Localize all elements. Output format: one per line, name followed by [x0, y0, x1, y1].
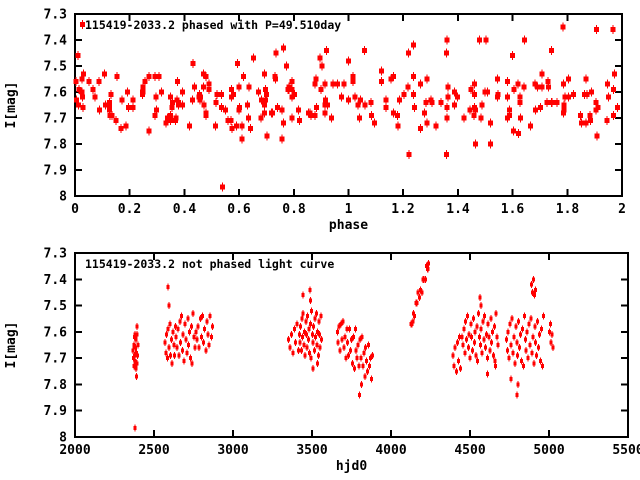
plot-title: 115419-2033.2 phased with P=49.510day — [85, 18, 341, 32]
y-tick-label: 7.5 — [44, 299, 67, 314]
x-tick-label: 4500 — [454, 443, 485, 458]
y-tick-label: 7.3 — [44, 8, 67, 23]
y-tick-label: 8 — [59, 190, 67, 205]
y-tick-label: 7.8 — [44, 138, 68, 153]
y-tick-label: 7.7 — [44, 112, 67, 127]
x-tick-label: 0.6 — [227, 202, 251, 217]
data-point-errorbars — [75, 20, 618, 192]
x-tick-label: 1.2 — [391, 202, 414, 217]
y-tick-label: 7.6 — [44, 326, 68, 341]
phased-light-curve-plot: 0 0.2 0.4 0.6 0.8 1 1.2 1.4 1.6 1.8 2 7.3 7.4 7.5 7.6 7… — [4, 8, 626, 234]
x-tick-label: 2500 — [138, 443, 169, 458]
unphased-light-curve-plot: 2000 2500 3000 3500 4000 4500 5000 5500 7.3 7.4 7.… — [4, 247, 640, 475]
plot-frame — [74, 252, 629, 438]
x-tick-label: 1.6 — [501, 202, 525, 217]
x-tick-label: 2000 — [59, 443, 90, 458]
x-tick-label: 0 — [71, 202, 79, 217]
plot-title: 115419-2033.2 not phased light curve — [85, 257, 334, 271]
x-axis-label: phase — [329, 218, 368, 233]
y-tick-label: 7.8 — [44, 378, 68, 393]
y-axis-label: I[mag] — [4, 322, 19, 369]
data-points — [131, 261, 555, 430]
y-tick-label: 8 — [59, 431, 67, 446]
x-tick-label: 3500 — [296, 443, 327, 458]
y-tick-label: 7.9 — [44, 404, 67, 419]
y-tick-label: 7.4 — [44, 34, 68, 49]
y-tick-label: 7.5 — [44, 60, 67, 75]
y-tick-label: 7.6 — [44, 86, 68, 101]
y-axis-label: I[mag] — [4, 82, 19, 129]
x-tick-label: 0.2 — [118, 202, 141, 217]
data-points — [73, 22, 620, 190]
x-tick-label: 4000 — [375, 443, 406, 458]
y-tick-label: 7.9 — [44, 164, 67, 179]
x-tick-label: 3000 — [217, 443, 248, 458]
x-tick-label: 5000 — [533, 443, 564, 458]
y-tick-label: 7.3 — [44, 247, 67, 262]
x-tick-label: 5500 — [612, 443, 640, 458]
x-tick-label: 1 — [345, 202, 353, 217]
x-axis-label: hjd0 — [336, 459, 367, 474]
y-tick-label: 7.4 — [44, 273, 68, 288]
x-tick-label: 0.4 — [173, 202, 197, 217]
y-tick-label: 7.7 — [44, 352, 67, 367]
x-tick-label: 1.4 — [446, 202, 470, 217]
x-tick-label: 0.8 — [282, 202, 306, 217]
x-tick-label: 1.8 — [556, 202, 580, 217]
axis-ticks — [74, 13, 623, 197]
axis-ticks — [74, 252, 629, 438]
x-tick-label: 2 — [618, 202, 626, 217]
